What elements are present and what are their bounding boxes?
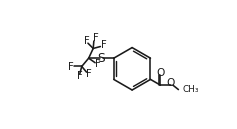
Text: CH₃: CH₃	[182, 84, 199, 94]
Text: F: F	[68, 62, 74, 72]
Text: F: F	[93, 33, 98, 43]
Text: F: F	[84, 36, 90, 46]
Text: F: F	[95, 59, 101, 69]
Text: F: F	[86, 69, 92, 79]
Text: S: S	[98, 52, 105, 64]
Text: F: F	[101, 40, 106, 50]
Text: O: O	[167, 78, 175, 88]
Text: F: F	[77, 71, 83, 82]
Text: O: O	[156, 68, 165, 78]
